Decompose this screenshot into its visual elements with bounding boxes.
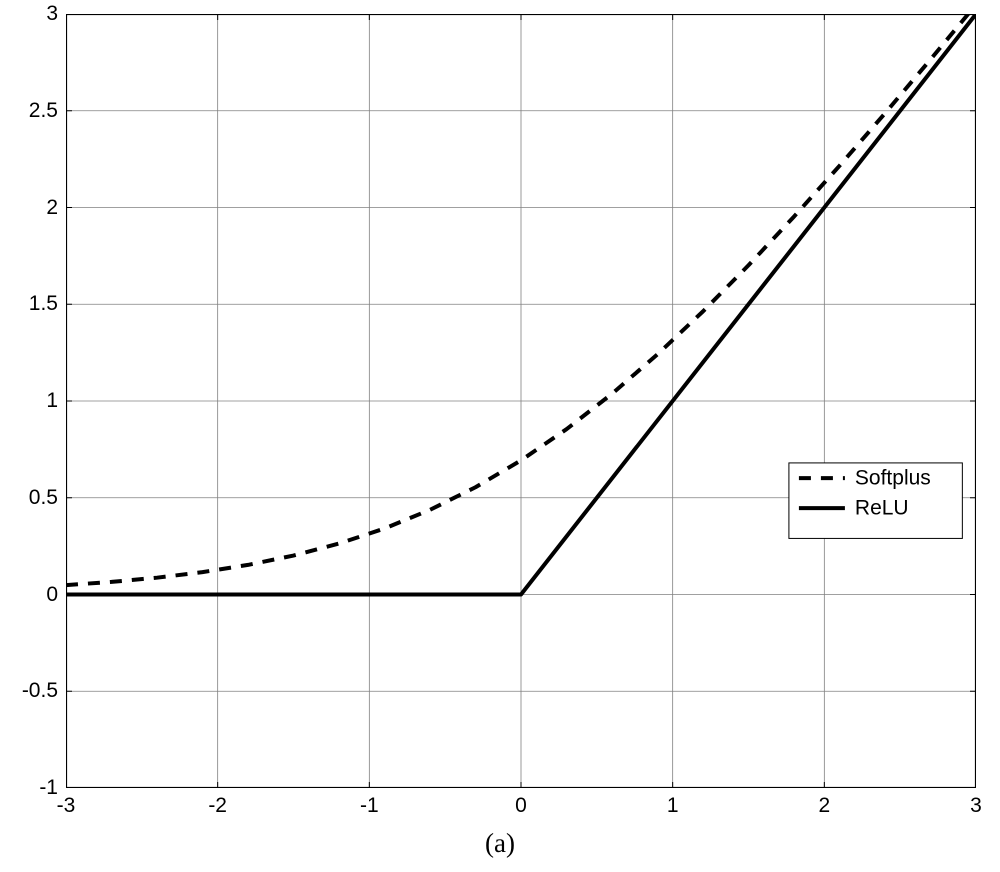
tick-label: 0	[46, 583, 58, 607]
tick-label: -3	[57, 794, 76, 818]
tick-label: 3	[46, 2, 58, 26]
tick-label: 0	[515, 794, 527, 818]
legend-label: Softplus	[855, 466, 931, 489]
tick-label: 1	[46, 389, 58, 413]
legend: Softplus ReLU	[789, 463, 962, 539]
tick-label: -1	[39, 776, 58, 800]
tick-label: -1	[360, 794, 379, 818]
tick-label: 0.5	[29, 486, 58, 510]
tick-label: 2	[818, 794, 830, 818]
page-wrapper: Softplus ReLU (a) -3 -2 -1 0 1 2 3 -1 -0.5 0 0.5 1 1.…	[0, 0, 1000, 872]
figure-caption: (a)	[0, 828, 1000, 859]
tick-label: 2.5	[29, 99, 58, 123]
tick-label: 3	[970, 794, 982, 818]
legend-label: ReLU	[855, 496, 909, 519]
activation-function-chart: Softplus ReLU	[66, 14, 976, 788]
tick-label: -0.5	[22, 679, 58, 703]
tick-label: 1.5	[29, 292, 58, 316]
tick-label: 1	[667, 794, 679, 818]
tick-label: -2	[208, 794, 227, 818]
tick-label: 2	[46, 196, 58, 220]
